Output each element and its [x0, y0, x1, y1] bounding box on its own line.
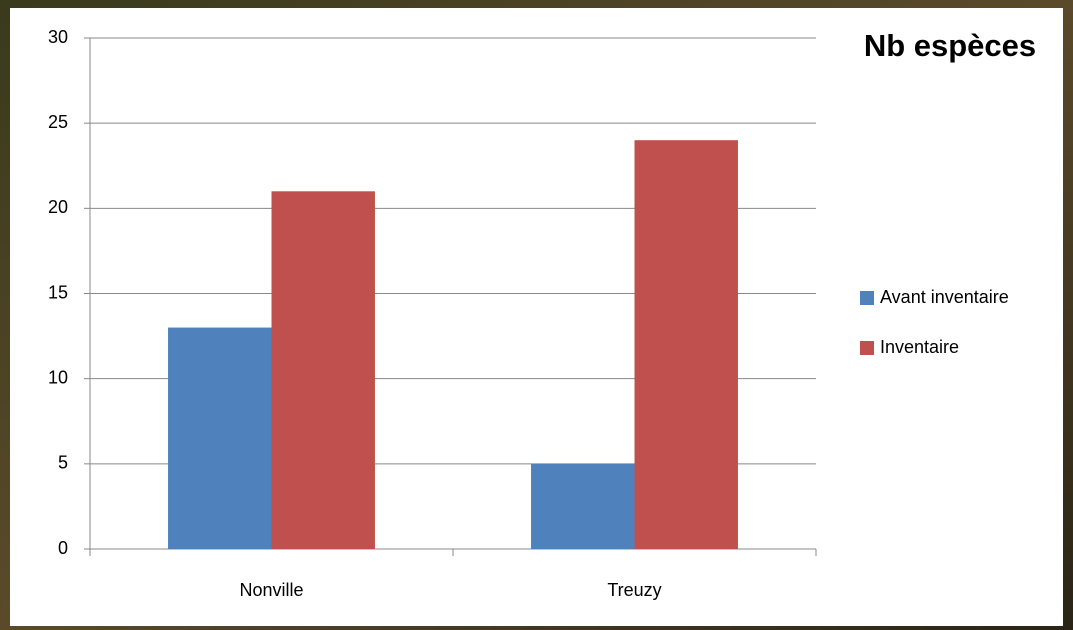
- legend-swatch: [860, 291, 874, 305]
- x-tick-label: Nonville: [239, 580, 303, 600]
- chart-title: Nb espèces: [864, 28, 1036, 63]
- y-tick-label: 10: [48, 367, 68, 387]
- y-tick-label: 5: [58, 453, 68, 473]
- bar: [634, 140, 738, 549]
- y-tick-label: 20: [48, 197, 68, 217]
- y-tick-label: 25: [48, 112, 68, 132]
- bar: [531, 463, 635, 549]
- legend-swatch: [860, 341, 874, 355]
- y-tick-label: 0: [58, 538, 68, 558]
- y-tick-label: 15: [48, 282, 68, 302]
- legend-label: Inventaire: [880, 337, 959, 357]
- x-tick-label: Treuzy: [607, 580, 661, 600]
- bar: [168, 327, 272, 549]
- y-tick-label: 30: [48, 27, 68, 47]
- bar: [271, 191, 375, 550]
- legend-label: Avant inventaire: [880, 287, 1009, 307]
